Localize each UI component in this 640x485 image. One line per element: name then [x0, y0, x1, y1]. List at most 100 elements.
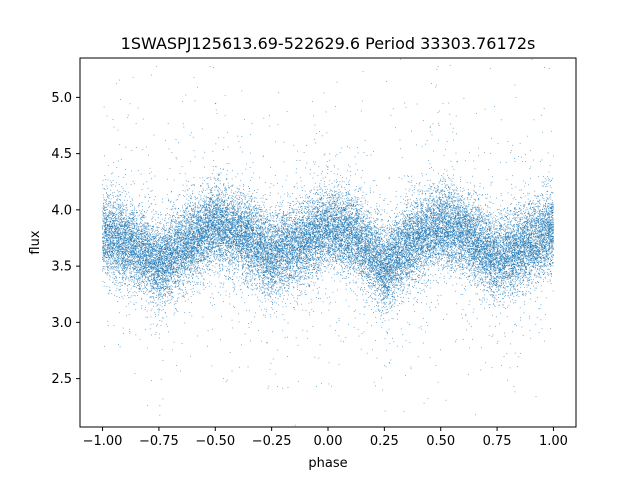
- data-point: [214, 234, 216, 236]
- data-point: [337, 225, 339, 227]
- data-point: [286, 275, 288, 277]
- data-point: [127, 236, 129, 238]
- data-point: [428, 275, 430, 276]
- data-point: [379, 226, 381, 228]
- data-point: [259, 287, 261, 289]
- data-point: [231, 248, 233, 250]
- data-point: [153, 292, 155, 294]
- data-point: [145, 249, 147, 251]
- data-point: [123, 265, 125, 267]
- data-point: [413, 217, 415, 219]
- data-point: [522, 282, 524, 283]
- data-point: [531, 252, 533, 254]
- data-point: [142, 275, 143, 277]
- data-point: [501, 240, 503, 242]
- data-point: [347, 222, 349, 224]
- data-point: [151, 178, 152, 180]
- data-point: [244, 237, 246, 239]
- data-point: [291, 275, 293, 276]
- data-point: [346, 206, 347, 208]
- data-point: [333, 228, 335, 230]
- data-point: [325, 213, 326, 215]
- data-point: [404, 256, 406, 258]
- data-point: [280, 227, 282, 229]
- data-point: [334, 213, 336, 215]
- data-point: [460, 253, 462, 255]
- data-point: [456, 234, 458, 236]
- data-point: [381, 271, 383, 273]
- data-point: [206, 240, 208, 242]
- data-point: [282, 186, 283, 188]
- data-point: [284, 236, 285, 238]
- data-point: [168, 278, 170, 280]
- data-point: [120, 238, 121, 239]
- data-point: [294, 217, 295, 219]
- data-point: [394, 240, 396, 241]
- data-point: [348, 232, 350, 234]
- data-point: [340, 225, 342, 227]
- data-point: [409, 213, 411, 215]
- data-point: [406, 291, 408, 293]
- data-point: [510, 246, 511, 247]
- data-point: [406, 229, 408, 231]
- data-point: [311, 265, 313, 267]
- data-point: [249, 268, 251, 270]
- data-point: [239, 244, 241, 246]
- data-point: [476, 229, 477, 231]
- data-point: [212, 260, 214, 262]
- data-point: [298, 273, 300, 275]
- data-point: [214, 256, 216, 258]
- data-point: [496, 231, 498, 233]
- data-point: [330, 232, 331, 234]
- data-point: [506, 273, 508, 274]
- data-point: [337, 228, 339, 230]
- data-point: [180, 210, 181, 212]
- data-point: [464, 217, 466, 219]
- data-point: [529, 264, 531, 265]
- data-point: [499, 260, 501, 262]
- data-point: [411, 246, 413, 248]
- data-point: [284, 221, 286, 223]
- data-point: [507, 215, 508, 216]
- data-point: [480, 212, 481, 214]
- data-point: [317, 243, 319, 245]
- data-point: [552, 155, 554, 157]
- data-point: [279, 262, 281, 264]
- data-point: [118, 227, 120, 229]
- data-point: [329, 234, 331, 235]
- data-point: [174, 260, 176, 262]
- data-point: [510, 260, 512, 261]
- data-point: [538, 213, 539, 214]
- data-point: [525, 292, 527, 294]
- data-point: [298, 295, 300, 296]
- data-point: [267, 252, 268, 253]
- data-point: [520, 223, 522, 225]
- data-point: [530, 241, 531, 243]
- data-point: [433, 253, 435, 255]
- data-point: [181, 268, 183, 270]
- data-point: [327, 247, 328, 249]
- data-point: [239, 233, 241, 234]
- data-point: [521, 209, 522, 211]
- data-point: [362, 248, 364, 250]
- data-point: [466, 223, 467, 225]
- data-point: [332, 207, 334, 209]
- data-point: [359, 251, 361, 252]
- data-point: [190, 198, 192, 199]
- data-point: [284, 290, 286, 292]
- data-point: [247, 208, 249, 210]
- data-point: [484, 204, 486, 206]
- data-point: [433, 233, 435, 235]
- data-point: [220, 189, 222, 191]
- data-point: [166, 228, 167, 230]
- data-point: [327, 188, 329, 190]
- data-point: [526, 229, 528, 231]
- data-point: [478, 264, 479, 266]
- data-point: [339, 207, 340, 209]
- data-point: [437, 295, 439, 296]
- data-point: [261, 215, 263, 217]
- data-point: [273, 184, 275, 186]
- data-point: [369, 251, 371, 252]
- data-point: [263, 275, 264, 277]
- data-point: [278, 228, 280, 230]
